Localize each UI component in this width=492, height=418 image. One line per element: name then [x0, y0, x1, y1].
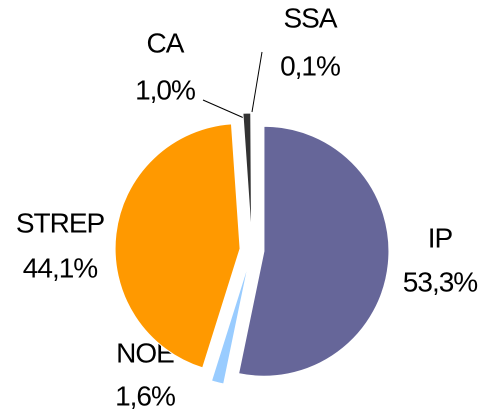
- slice-value-label: 1,6%: [115, 380, 175, 411]
- slice-label: SSA: [283, 2, 337, 33]
- pie-slice: [250, 112, 253, 239]
- slice-label: IP: [428, 222, 453, 253]
- pie-slice: [210, 261, 250, 385]
- pie-slice: [114, 123, 241, 369]
- slice-value-label: 44,1%: [23, 252, 97, 283]
- slice-label: STREP: [16, 207, 105, 238]
- slice-value-label: 0,1%: [280, 50, 340, 81]
- slice-label: CA: [147, 27, 185, 58]
- slice-value-label: 1,0%: [135, 74, 195, 105]
- pie-slice: [238, 125, 390, 377]
- leader-line: [251, 51, 263, 113]
- slice-value-label: 53,3%: [403, 266, 477, 297]
- leader-line: [202, 99, 245, 119]
- pie-slice: [242, 112, 253, 239]
